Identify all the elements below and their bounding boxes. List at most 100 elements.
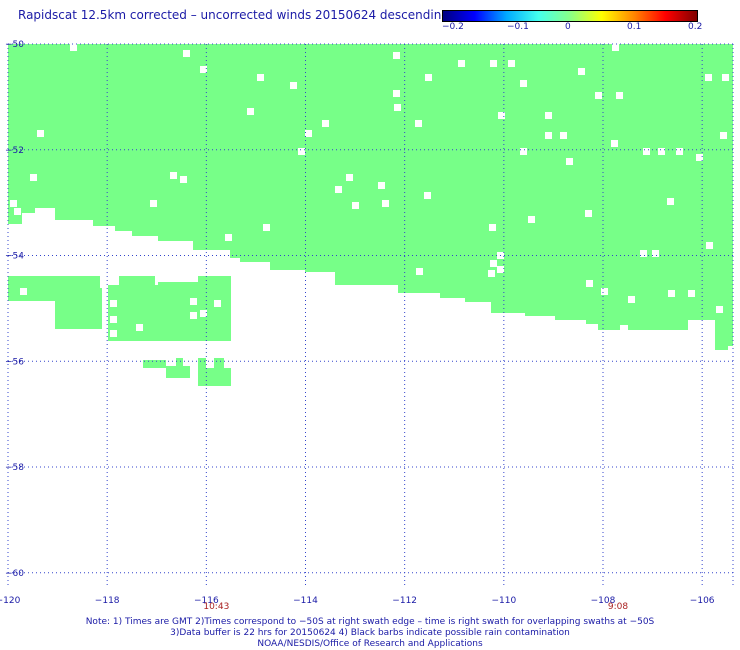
missing-cell [110, 316, 117, 323]
swath-segment [166, 366, 190, 378]
missing-cell [490, 60, 497, 67]
swath-time-label: 9:08 [608, 602, 628, 612]
missing-cell [640, 250, 647, 257]
missing-cell [585, 210, 592, 217]
latitude-tick-label: −50 [5, 40, 24, 50]
missing-cell [425, 74, 432, 81]
note-line-3: NOAA/NESDIS/Office of Research and Appli… [257, 639, 483, 649]
missing-cell [612, 44, 619, 51]
missing-cell [578, 68, 585, 75]
missing-cell [488, 270, 495, 277]
missing-cell [720, 132, 727, 139]
swath-segment [198, 368, 231, 386]
missing-cell [696, 154, 703, 161]
missing-cell [393, 90, 400, 97]
swath-segment [55, 288, 102, 329]
missing-cell [32, 306, 39, 313]
missing-cell [566, 158, 573, 165]
missing-cell [676, 148, 683, 155]
missing-cell [378, 182, 385, 189]
grid-lines [7, 43, 734, 586]
missing-cell [247, 108, 254, 115]
swath-segment [62, 276, 100, 290]
missing-cell [560, 132, 567, 139]
missing-cell [14, 208, 21, 215]
missing-cell [706, 242, 713, 249]
colorbar-label-max: 0.2 [688, 22, 703, 32]
missing-cell [352, 202, 359, 209]
missing-cell [136, 324, 143, 331]
missing-cell [424, 192, 431, 199]
swath-segment [176, 358, 183, 366]
missing-cell [200, 310, 207, 317]
longitude-tick-label: −108 [591, 596, 616, 606]
map-title: Rapidscat 12.5km corrected – uncorrected… [18, 8, 449, 22]
missing-cell [170, 172, 177, 179]
longitude-tick-label: −118 [95, 596, 120, 606]
swath-segment [198, 358, 206, 368]
missing-cell [520, 80, 527, 87]
longitude-tick-label: −120 [0, 596, 21, 606]
missing-cell [611, 140, 618, 147]
missing-cell [183, 50, 190, 57]
missing-cell [415, 120, 422, 127]
swath-segment [119, 276, 154, 286]
main-swath [8, 44, 733, 350]
missing-cell [497, 266, 504, 273]
missing-cell [616, 92, 623, 99]
missing-cell [667, 198, 674, 205]
missing-data-cells [10, 44, 729, 337]
missing-cell [416, 268, 423, 275]
missing-cell [257, 74, 264, 81]
missing-cell [528, 216, 535, 223]
missing-cell [498, 112, 505, 119]
missing-cell [200, 66, 207, 73]
missing-cell [508, 60, 515, 67]
missing-cell [110, 330, 117, 337]
swath-segment [214, 358, 224, 368]
missing-cell [180, 176, 187, 183]
missing-cell [37, 130, 44, 137]
missing-cell [643, 148, 650, 155]
missing-cell [393, 52, 400, 59]
missing-cell [208, 268, 215, 275]
swath-time-label: 10:43 [203, 602, 229, 612]
missing-cell [628, 296, 635, 303]
missing-cell [30, 174, 37, 181]
missing-cell [20, 288, 27, 295]
latitude-tick-label: −54 [5, 252, 24, 262]
missing-cell [190, 298, 197, 305]
missing-cell [298, 148, 305, 155]
longitude-tick-label: −106 [690, 596, 715, 606]
missing-cell [722, 74, 729, 81]
missing-cell [290, 82, 297, 89]
latitude-tick-label: −52 [5, 146, 24, 156]
note-line-2: 3)Data buffer is 22 hrs for 20150624 4) … [170, 628, 570, 638]
missing-cell [382, 200, 389, 207]
colorbar-label-neg: −0.1 [507, 22, 529, 32]
axis-labels: −120 −118 −116 −114 −112 −110 −108 −106 −50 −52 −5… [0, 40, 715, 612]
colorbar [442, 10, 698, 22]
missing-cell [688, 290, 695, 297]
missing-cell [520, 148, 527, 155]
latitude-tick-label: −60 [5, 569, 24, 579]
missing-cell [305, 130, 312, 137]
missing-cell [322, 120, 329, 127]
missing-cell [489, 224, 496, 231]
missing-cell [110, 300, 117, 307]
missing-cell [545, 132, 552, 139]
missing-cell [601, 288, 608, 295]
missing-cell [458, 60, 465, 67]
longitude-tick-label: −116 [194, 596, 219, 606]
missing-cell [545, 112, 552, 119]
colorbar-label-pos: 0.1 [627, 22, 642, 32]
missing-cell [595, 92, 602, 99]
colorbar-label-min: −0.2 [442, 22, 464, 32]
missing-cell [658, 148, 665, 155]
swath-segment [158, 282, 198, 341]
missing-cell [346, 174, 353, 181]
missing-cell [716, 306, 723, 313]
missing-cell [490, 260, 497, 267]
missing-cell [668, 290, 675, 297]
swath-segment [145, 276, 155, 286]
